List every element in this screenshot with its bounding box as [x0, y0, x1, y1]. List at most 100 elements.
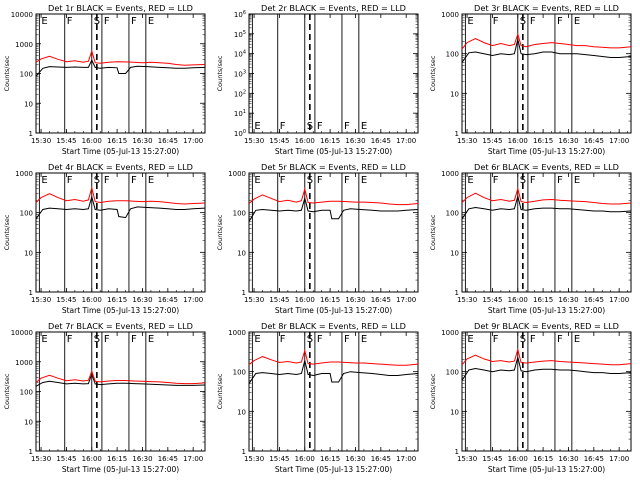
marker-label: E — [574, 334, 580, 345]
y-tick-label: 1 — [455, 130, 459, 138]
y-axis-label: Counts/sec — [429, 373, 437, 409]
marker-label: F — [530, 16, 536, 27]
lld-series-line — [461, 32, 632, 50]
marker-label: F — [344, 175, 350, 186]
lld-series-line — [35, 369, 206, 385]
x-tick-label: 16:30 — [132, 296, 152, 304]
marker-label: F — [317, 334, 323, 345]
y-tick-label: 10000 — [11, 329, 33, 337]
x-tick-label: 16:00 — [508, 137, 528, 145]
lld-series-line — [461, 347, 632, 366]
marker-label: S — [520, 16, 526, 27]
plot-frame — [461, 331, 632, 452]
marker-label: E — [361, 334, 367, 345]
x-axis-label: Start Time (05-Jul-13 15:27:00) — [62, 306, 179, 315]
events-series-line — [35, 195, 206, 220]
x-tick-label: 16:00 — [508, 296, 528, 304]
marker-label: E — [41, 334, 47, 345]
lld-series-line — [461, 186, 632, 205]
y-tick-label: 1 — [242, 289, 246, 297]
y-tick-label: 10 — [450, 408, 459, 416]
x-tick-label: 16:15 — [320, 455, 340, 463]
marker-label: S — [94, 334, 100, 345]
y-tick-label: 1000 — [228, 170, 246, 178]
x-tick-label: 16:15 — [533, 137, 553, 145]
x-axis-label: Start Time (05-Jul-13 15:27:00) — [488, 147, 605, 156]
y-axis-label: Counts/sec — [3, 373, 11, 409]
x-tick-label: 15:45 — [56, 455, 76, 463]
marker-label: E — [467, 334, 473, 345]
marker-label: S — [520, 334, 526, 345]
y-tick-label: 10 — [450, 90, 459, 98]
marker-label: E — [254, 121, 260, 132]
x-tick-label: 16:30 — [132, 137, 152, 145]
marker-label: E — [41, 16, 47, 27]
x-tick-label: 16:00 — [508, 455, 528, 463]
events-series-line — [248, 360, 419, 384]
plot-frame — [35, 331, 206, 452]
y-axis-label: Counts/sec — [216, 55, 224, 91]
x-axis-label: Start Time (05-Jul-13 15:27:00) — [275, 465, 392, 474]
x-tick-label: 16:15 — [320, 137, 340, 145]
events-series-line — [248, 196, 419, 222]
marker-label: F — [131, 16, 137, 27]
y-tick-label: 1000 — [15, 170, 33, 178]
lld-series-line — [35, 49, 206, 66]
marker-label: E — [467, 16, 473, 27]
x-tick-label: 15:45 — [269, 296, 289, 304]
marker-label: F — [104, 175, 110, 186]
x-tick-label: 16:15 — [107, 296, 127, 304]
y-axis-label: Counts/sec — [3, 214, 11, 250]
x-axis-label: Start Time (05-Jul-13 15:27:00) — [62, 465, 179, 474]
x-tick-label: 16:00 — [295, 137, 315, 145]
x-tick-label: 17:00 — [396, 296, 416, 304]
y-tick-label: 106 — [234, 10, 246, 19]
y-tick-label: 1000 — [441, 329, 459, 337]
marker-label: E — [254, 175, 260, 186]
x-axis-label: Start Time (05-Jul-13 15:27:00) — [275, 306, 392, 315]
y-tick-label: 100 — [446, 51, 459, 59]
y-tick-label: 100 — [446, 210, 459, 218]
x-tick-label: 17:00 — [183, 137, 203, 145]
marker-label: S — [520, 175, 526, 186]
x-tick-label: 17:00 — [609, 296, 629, 304]
marker-label: E — [361, 121, 367, 132]
y-tick-label: 10 — [450, 249, 459, 257]
chart-panel-5r: Det 5r BLACK = Events, RED = LLD Counts/s… — [216, 162, 419, 315]
x-tick-label: 16:45 — [371, 137, 391, 145]
x-axis-label: Start Time (05-Jul-13 15:27:00) — [62, 147, 179, 156]
y-tick-label: 100 — [446, 369, 459, 377]
marker-label: F — [104, 16, 110, 27]
x-tick-label: 16:15 — [320, 296, 340, 304]
x-tick-label: 15:30 — [457, 137, 477, 145]
chart-title: Det 2r BLACK = Events, RED = LLD — [261, 3, 406, 13]
y-axis-label: Counts/sec — [216, 214, 224, 250]
marker-label: F — [530, 175, 536, 186]
x-tick-label: 16:45 — [158, 137, 178, 145]
marker-label: F — [344, 334, 350, 345]
y-axis-label: Counts/sec — [3, 55, 11, 91]
x-tick-label: 15:30 — [457, 455, 477, 463]
x-tick-label: 17:00 — [396, 455, 416, 463]
marker-label: F — [131, 175, 137, 186]
y-tick-label: 1 — [455, 448, 459, 456]
events-series-line — [461, 357, 632, 381]
x-tick-label: 15:30 — [244, 296, 264, 304]
marker-label: F — [131, 334, 137, 345]
x-tick-label: 16:45 — [371, 296, 391, 304]
x-tick-label: 16:30 — [558, 296, 578, 304]
x-tick-label: 16:45 — [584, 455, 604, 463]
x-tick-label: 15:30 — [31, 296, 51, 304]
x-tick-label: 16:30 — [345, 296, 365, 304]
chart-panel-6r: Det 6r BLACK = Events, RED = LLD Counts/s… — [429, 162, 632, 315]
marker-label: S — [307, 175, 313, 186]
y-tick-label: 1 — [29, 289, 33, 297]
x-tick-label: 16:45 — [584, 296, 604, 304]
x-tick-label: 16:15 — [107, 137, 127, 145]
x-tick-label: 16:00 — [82, 296, 102, 304]
events-series-line — [35, 59, 206, 77]
x-tick-label: 15:45 — [269, 137, 289, 145]
marker-label: F — [280, 334, 286, 345]
chart-panel-4r: Det 4r BLACK = Events, RED = LLD Counts/s… — [3, 162, 206, 315]
